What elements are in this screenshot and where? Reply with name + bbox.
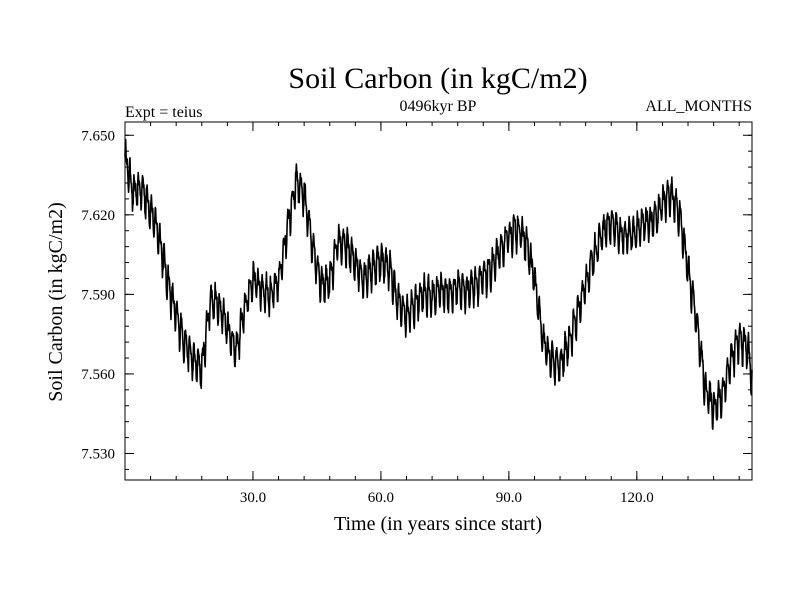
y-tick-label: 7.590 <box>81 287 115 303</box>
x-tick-label: 30.0 <box>240 490 266 506</box>
y-tick-label: 7.620 <box>81 208 115 224</box>
experiment-label: Expt = teius <box>125 104 202 121</box>
chart-title: Soil Carbon (in kgC/m2) <box>288 62 587 95</box>
x-tick-label: 120.0 <box>620 490 654 506</box>
series-line-soil-carbon <box>124 138 753 430</box>
y-tick-label: 7.650 <box>81 128 115 144</box>
y-axis-label: Soil Carbon (in kgC/m2) <box>45 202 67 401</box>
x-tick-label: 90.0 <box>496 490 522 506</box>
x-tick-label: 60.0 <box>368 490 394 506</box>
plot-area: 30.0 60.0 90.0 120.0 7.530 7.560 7.590 7.620 7.6… <box>81 121 753 506</box>
y-tick-label: 7.560 <box>81 367 115 383</box>
y-tick-label: 7.530 <box>81 446 115 462</box>
months-label: ALL_MONTHS <box>645 98 752 115</box>
plot-frame <box>124 121 753 481</box>
period-label: 0496kyr BP <box>400 98 477 115</box>
x-axis-label: Time (in years since start) <box>334 513 542 535</box>
